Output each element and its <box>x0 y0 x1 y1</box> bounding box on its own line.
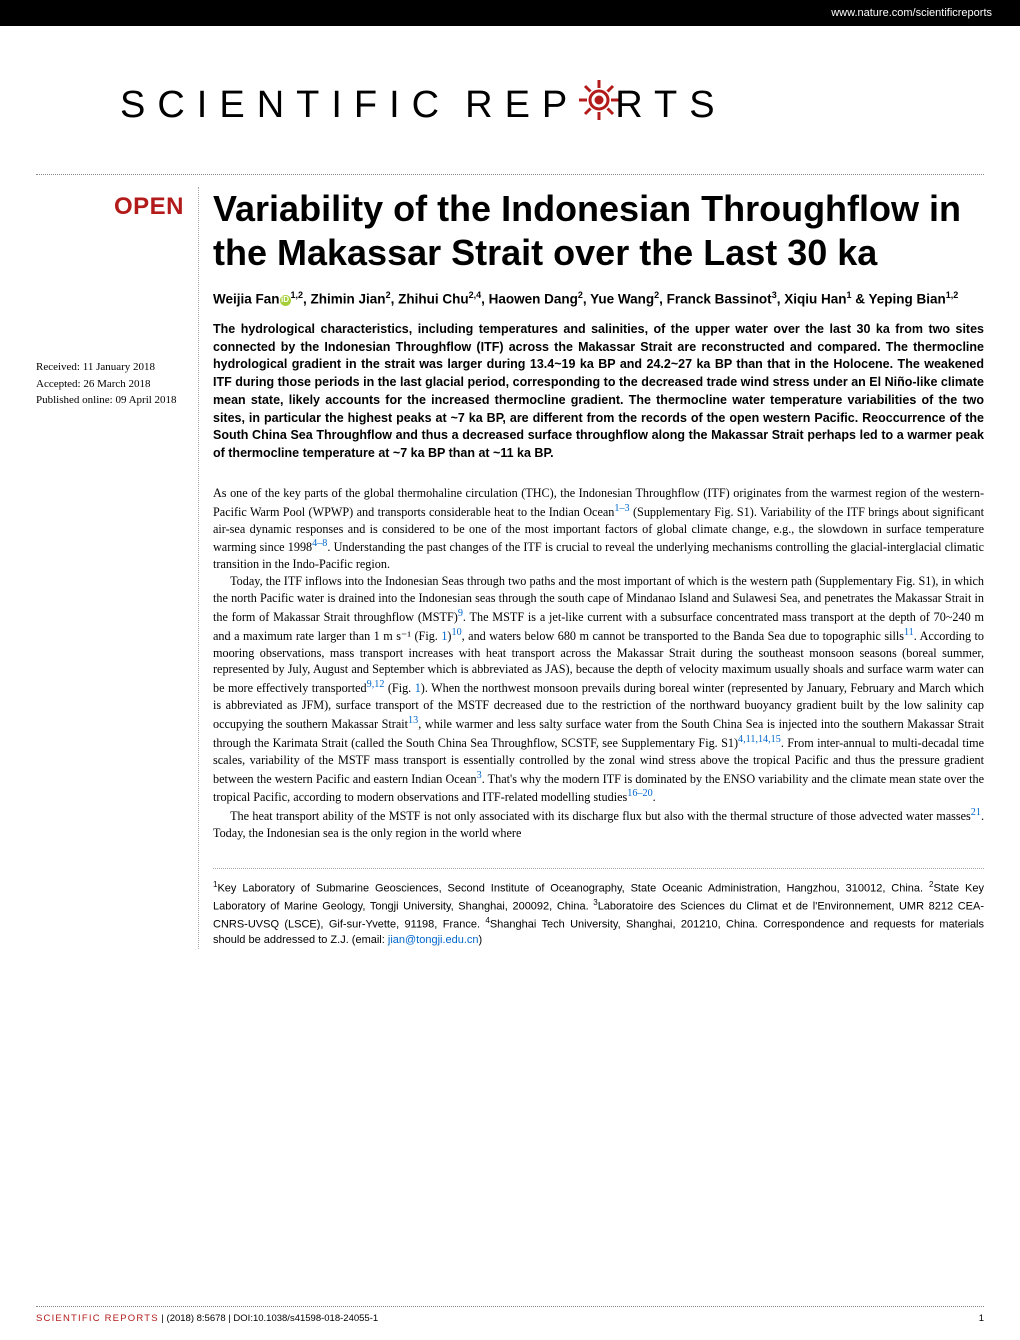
footer-journal: SCIENTIFIC REPORTS <box>36 1313 159 1324</box>
author-list: Weijia FaniD1,2, Zhimin Jian2, Zhihui Ch… <box>213 289 984 309</box>
reference-link[interactable]: 9,12 <box>367 679 385 690</box>
reference-link[interactable]: 21 <box>971 807 981 818</box>
figure-link[interactable]: 1 <box>441 629 447 643</box>
publisher-header: www.nature.com/scientificreports <box>0 0 1020 26</box>
reference-link[interactable]: 3 <box>477 770 482 781</box>
left-column: OPEN Received: 11 January 2018 Accepted:… <box>36 187 198 949</box>
reference-link[interactable]: 10 <box>451 627 461 638</box>
body-paragraph-3: The heat transport ability of the MSTF i… <box>213 806 984 842</box>
received-date: Received: 11 January 2018 <box>36 359 184 376</box>
main-content: OPEN Received: 11 January 2018 Accepted:… <box>0 187 1020 949</box>
body-paragraph-2: Today, the ITF inflows into the Indonesi… <box>213 573 984 806</box>
reference-link[interactable]: 16–20 <box>627 788 652 799</box>
reference-link[interactable]: 13 <box>408 715 418 726</box>
body-paragraph-1: As one of the key parts of the global th… <box>213 485 984 573</box>
reference-link[interactable]: 4–8 <box>312 538 327 549</box>
affiliations: 1Key Laboratory of Submarine Geosciences… <box>213 868 984 949</box>
publisher-url[interactable]: www.nature.com/scientificreports <box>831 7 992 19</box>
abstract: The hydrological characteristics, includ… <box>213 321 984 463</box>
footer-doi: | (2018) 8:5678 | DOI:10.1038/s41598-018… <box>159 1313 378 1324</box>
correspondence-email[interactable]: jian@tongji.edu.cn <box>388 934 479 946</box>
open-access-label: OPEN <box>36 193 184 221</box>
reference-link[interactable]: 4,11,14,15 <box>738 734 781 745</box>
figure-link[interactable]: 1 <box>415 681 421 695</box>
accepted-date: Accepted: 26 March 2018 <box>36 376 184 393</box>
article-title: Variability of the Indonesian Throughflo… <box>213 187 984 275</box>
reference-link[interactable]: 9 <box>458 608 463 619</box>
page-number: 1 <box>979 1313 984 1324</box>
reference-link[interactable]: 1–3 <box>614 503 629 514</box>
logo-text-1: SCIENTIFIC <box>120 84 451 127</box>
published-date: Published online: 09 April 2018 <box>36 392 184 409</box>
right-column: Variability of the Indonesian Throughflo… <box>198 187 984 949</box>
top-rule <box>36 174 984 175</box>
logo-text-3: RTS <box>615 84 726 127</box>
reference-link[interactable]: 11 <box>904 627 914 638</box>
logo-text-2: REP <box>465 84 579 127</box>
footer-citation: SCIENTIFIC REPORTS | (2018) 8:5678 | DOI… <box>36 1313 378 1324</box>
article-meta: Received: 11 January 2018 Accepted: 26 M… <box>36 359 184 409</box>
journal-logo: SCIENTIFIC REP RTS <box>120 76 1020 134</box>
page-footer: SCIENTIFIC REPORTS | (2018) 8:5678 | DOI… <box>36 1306 984 1324</box>
orcid-icon[interactable]: iD <box>280 295 291 306</box>
